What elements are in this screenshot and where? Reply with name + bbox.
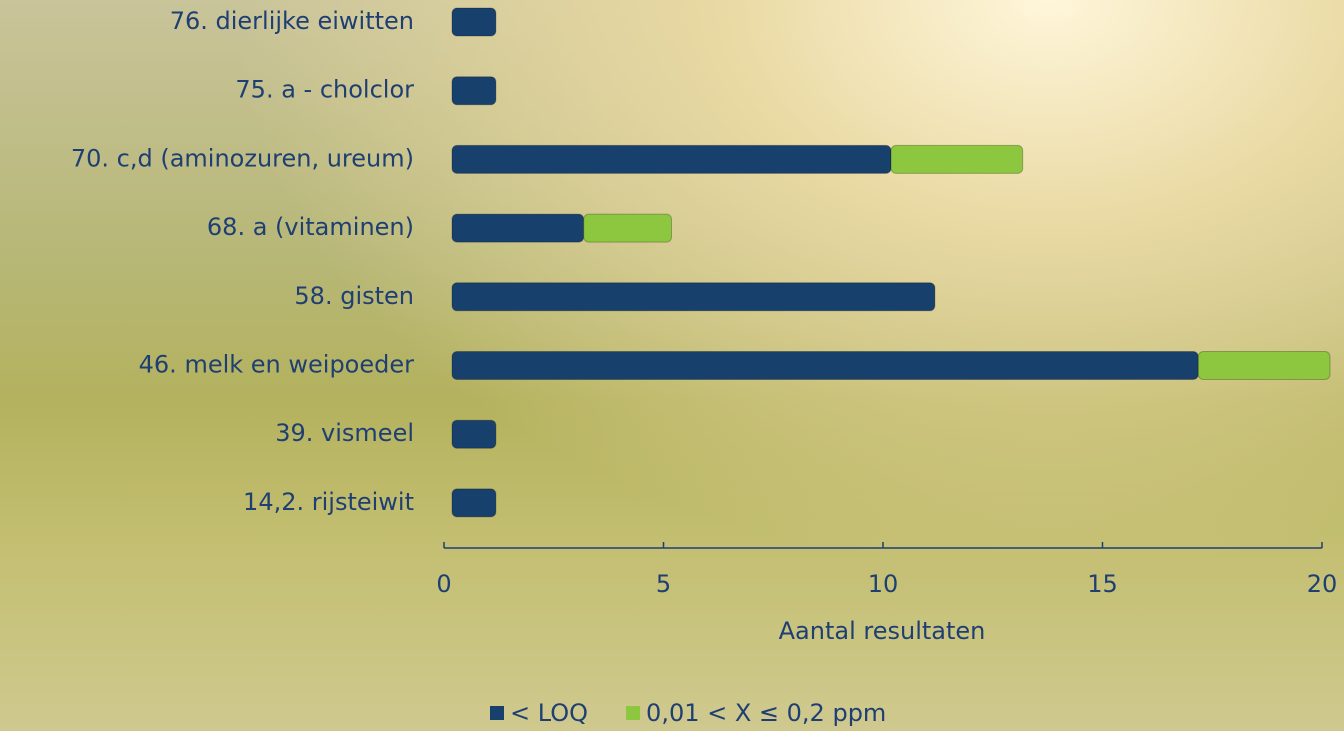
y-tick-label: 46. melk en weipoeder <box>139 351 414 379</box>
legend-label: 0,01 < X ≤ 0,2 ppm <box>646 699 886 727</box>
legend-label: < LOQ <box>510 699 588 727</box>
bar-segment <box>451 144 892 174</box>
bar-segment <box>451 213 585 243</box>
y-tick-label: 75. a - cholclor <box>235 76 414 104</box>
bar-segment <box>1197 351 1331 380</box>
y-tick-label: 14,2. rijsteiwit <box>243 488 414 516</box>
bar-segment <box>451 282 936 312</box>
bar-segment <box>451 488 497 518</box>
x-axis-title: Aantal resultaten <box>779 617 986 645</box>
legend-swatch <box>490 706 504 720</box>
legend-swatch <box>626 706 641 720</box>
y-tick-label: 58. gisten <box>294 282 414 310</box>
bar-segment <box>451 351 1199 380</box>
y-tick-label: 76. dierlijke eiwitten <box>170 7 414 35</box>
x-tick-label: 5 <box>656 570 671 598</box>
x-tick-label: 10 <box>868 570 899 598</box>
bar-segment <box>451 419 497 449</box>
bar-segment <box>451 76 497 106</box>
bar-segment <box>583 213 673 243</box>
bar-segment <box>890 144 1024 174</box>
y-tick-label: 68. a (vitaminen) <box>207 213 414 241</box>
y-tick-label: 39. vismeel <box>275 419 414 447</box>
y-tick-label: 70. c,d (aminozuren, ureum) <box>71 144 414 172</box>
x-tick-label: 0 <box>436 570 451 598</box>
x-tick-label: 15 <box>1087 570 1118 598</box>
x-tick-label: 20 <box>1307 570 1338 598</box>
bar-segment <box>451 7 497 37</box>
